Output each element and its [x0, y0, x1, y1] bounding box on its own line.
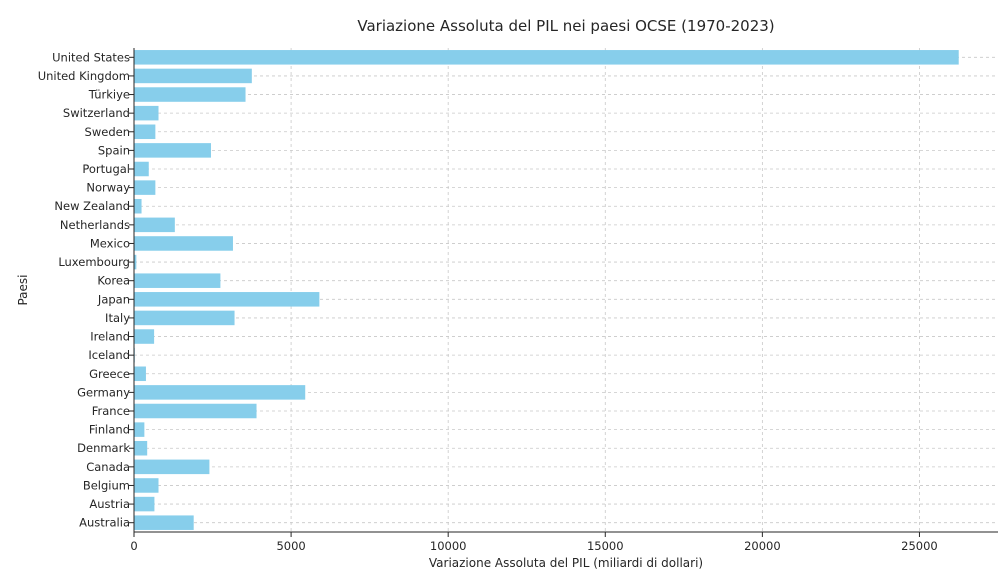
y-tick-label: Sweden: [85, 125, 130, 139]
bar-germany: [134, 385, 306, 400]
bar-switzerland: [134, 105, 159, 121]
y-tick-label: New Zealand: [54, 199, 130, 213]
y-tick-label: Portugal: [82, 162, 130, 176]
bar-luxembourg: [134, 254, 137, 270]
bar-ireland: [134, 329, 155, 344]
y-axis-label: Paesi: [16, 274, 30, 305]
bar-t-rkiye: [134, 87, 246, 102]
bar-norway: [134, 180, 156, 195]
y-tick-label: Netherlands: [60, 218, 130, 232]
bar-spain: [134, 143, 211, 158]
bar-belgium: [134, 478, 159, 493]
bar-greece: [134, 366, 146, 382]
x-tick-label: 0: [130, 539, 137, 553]
bar-finland: [134, 422, 145, 437]
bar-canada: [134, 459, 210, 475]
y-tick-label: Denmark: [77, 441, 130, 455]
x-tick-label: 10000: [430, 539, 467, 553]
y-tick-label: Iceland: [88, 348, 130, 362]
bar-austria: [134, 496, 155, 512]
y-tick-label: Norway: [86, 181, 130, 195]
x-axis-label: Variazione Assoluta del PIL (miliardi di…: [429, 556, 703, 570]
y-tick-label: Austria: [89, 497, 130, 511]
bar-korea: [134, 273, 221, 288]
y-tick-label: Australia: [79, 516, 130, 530]
y-tick-label: Spain: [98, 143, 130, 157]
bar-france: [134, 403, 257, 419]
y-tick-label: Germany: [77, 385, 130, 399]
bar-netherlands: [134, 217, 175, 233]
y-tick-label: United Kingdom: [38, 69, 130, 83]
bar-italy: [134, 310, 235, 326]
x-tick-label: 15000: [587, 539, 624, 553]
x-tick-label: 25000: [901, 539, 938, 553]
x-tick-label: 20000: [744, 539, 781, 553]
y-tick-label: Luxembourg: [58, 255, 130, 269]
bar-united-kingdom: [134, 68, 252, 84]
y-tick-label: Korea: [97, 274, 130, 288]
y-tick-label: United States: [52, 50, 130, 64]
bar-sweden: [134, 124, 156, 140]
y-tick-label: Greece: [89, 367, 130, 381]
x-axis-ticks: 0 5000 10000 15000 20000 25000: [130, 532, 938, 553]
bar-new-zealand: [134, 198, 142, 214]
bar-denmark: [134, 440, 148, 456]
y-tick-label: Finland: [89, 423, 130, 437]
bar-united-states: [134, 50, 959, 65]
y-tick-label: Ireland: [90, 330, 130, 344]
y-tick-label: Japan: [97, 292, 130, 306]
y-tick-label: Mexico: [90, 236, 130, 250]
y-tick-label: Italy: [105, 311, 130, 325]
bar-australia: [134, 515, 194, 530]
x-tick-label: 5000: [276, 539, 305, 553]
y-tick-label: Switzerland: [63, 106, 130, 120]
y-tick-label: Türkiye: [88, 88, 130, 102]
y-tick-label: France: [92, 404, 130, 418]
bar-mexico: [134, 236, 233, 251]
y-tick-label: Belgium: [83, 478, 130, 492]
y-tick-label: Canada: [86, 460, 130, 474]
bars: [134, 50, 959, 530]
y-axis-ticks: Australia Austria Belgium Canada Denmark Finl…: [38, 50, 134, 530]
bar-japan: [134, 292, 320, 307]
bar-portugal: [134, 161, 149, 177]
grid: [133, 48, 998, 532]
chart-title: Variazione Assoluta del PIL nei paesi OC…: [357, 17, 774, 35]
